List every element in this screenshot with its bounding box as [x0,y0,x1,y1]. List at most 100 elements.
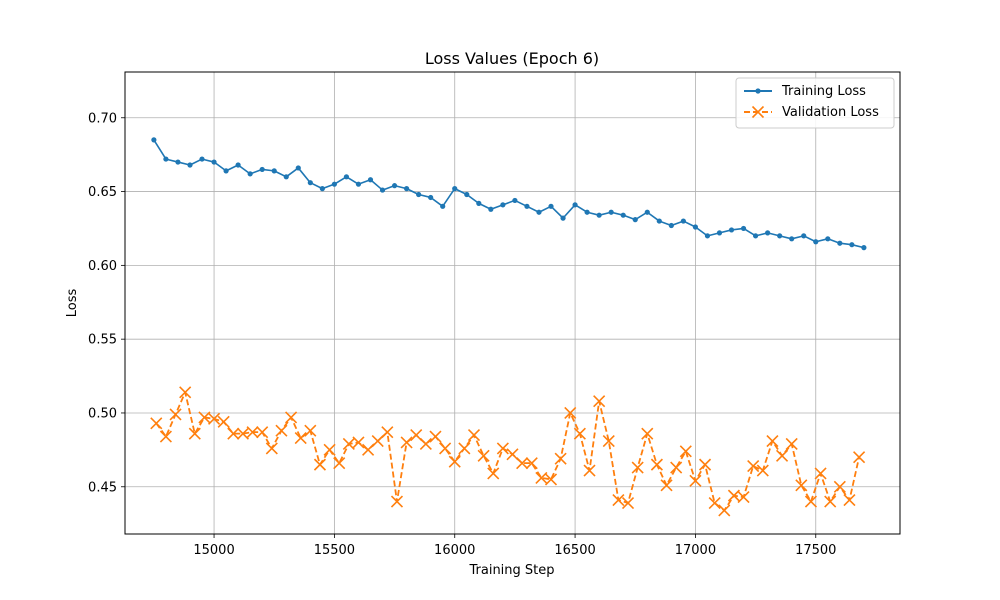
validation-loss-point [727,489,740,502]
validation-loss-point [477,449,490,462]
training-loss-point [211,159,217,165]
training-loss-point [500,202,506,208]
training-loss-point [716,230,723,236]
validation-loss-point [573,427,586,440]
validation-loss-point [371,434,384,448]
training-loss-point [440,203,446,209]
training-loss-point [247,171,253,177]
training-loss-point [584,209,590,215]
validation-loss-point [217,415,230,428]
validation-loss-point [467,429,481,442]
validation-loss-point [795,479,808,492]
validation-loss-point [496,442,509,455]
validation-loss-line [155,391,860,512]
validation-loss-point [853,451,866,464]
legend-box [735,77,895,129]
training-loss-point [416,191,422,198]
training-loss-point [596,212,602,218]
validation-loss-point [188,427,201,440]
validation-loss-point [448,455,461,468]
training-loss-point [295,165,301,171]
validation-loss-point [602,434,615,448]
chart-title: Loss Values (Epoch 6) [425,49,599,68]
training-loss-point [668,222,674,229]
validation-loss-point [285,411,298,424]
training-loss-point [524,203,530,209]
x-axis-label: Training Step [468,563,554,578]
validation-loss-point [333,457,346,470]
training-loss-point [572,202,578,208]
training-loss-point [704,233,711,239]
validation-loss-point [641,427,654,440]
plot-frame [124,71,901,535]
legend-validation-marker [751,105,765,119]
training-loss-point [536,209,542,215]
validation-loss-point [246,426,259,439]
y-tick-label: 0.65 [88,185,117,200]
y-axis-label: Loss [65,289,80,318]
training-loss-point [283,174,289,180]
training-loss-point [608,209,614,215]
validation-loss-point [824,495,837,508]
training-loss-point [680,218,686,224]
validation-loss-point [544,473,558,486]
ticks: 15000 15500 16000 16500 17000 17500 0.45 0.50 0.… [88,111,836,558]
validation-loss-point [698,458,712,471]
training-loss-point [235,162,241,168]
training-loss-point [476,200,482,206]
validation-loss-point [410,429,423,442]
validation-loss-point [352,436,365,449]
x-tick-label: 15000 [193,543,234,558]
training-loss-point [728,227,735,233]
y-tick-label: 0.70 [88,111,117,126]
training-loss-point [656,218,662,224]
training-loss-point [452,186,458,192]
training-loss-point [403,186,410,192]
validation-loss-point [516,457,529,470]
validation-loss-point [487,467,500,480]
validation-loss-point [400,436,413,449]
training-loss-point [271,168,277,174]
validation-loss-point [227,427,240,440]
training-loss-point [307,180,313,186]
training-loss-point [560,215,566,221]
training-loss-point [187,162,193,168]
training-loss-point [632,217,638,223]
x-tick-label: 16000 [434,543,475,558]
training-loss-point [765,230,771,236]
validation-loss-point [506,448,519,461]
validation-loss-point [419,437,432,451]
training-loss-point [175,159,181,165]
x-tick-label: 15500 [314,543,355,558]
y-tick-label: 0.55 [88,333,117,348]
validation-loss-point [458,442,471,455]
training-loss-point [777,233,783,239]
training-loss-point [789,236,795,242]
validation-loss-point [689,474,702,487]
validation-loss-point [621,496,635,510]
training-loss-point [331,181,337,187]
training-loss-point [355,181,362,187]
validation-loss-point [804,495,818,508]
x-tick-label: 17000 [675,543,716,558]
validation-loss-point [756,464,769,477]
validation-loss-point [766,434,779,448]
training-loss-point [825,236,831,242]
training-loss-point [512,197,518,204]
y-tick-label: 0.50 [88,406,117,421]
legend: Training Loss Validation Loss [735,77,895,129]
validation-loss-point [660,479,673,492]
validation-loss-point [439,442,452,455]
validation-loss-point [294,431,307,445]
validation-loss-point [198,411,211,424]
legend-training-marker [755,88,761,94]
x-tick-label: 16500 [554,543,595,558]
training-loss-point [259,166,265,173]
validation-loss-point [593,395,606,408]
validation-loss-point [304,424,317,437]
training-loss-point [367,177,374,183]
validation-loss-point [207,412,221,425]
training-loss-point [692,224,699,230]
validation-loss-point [737,491,750,504]
